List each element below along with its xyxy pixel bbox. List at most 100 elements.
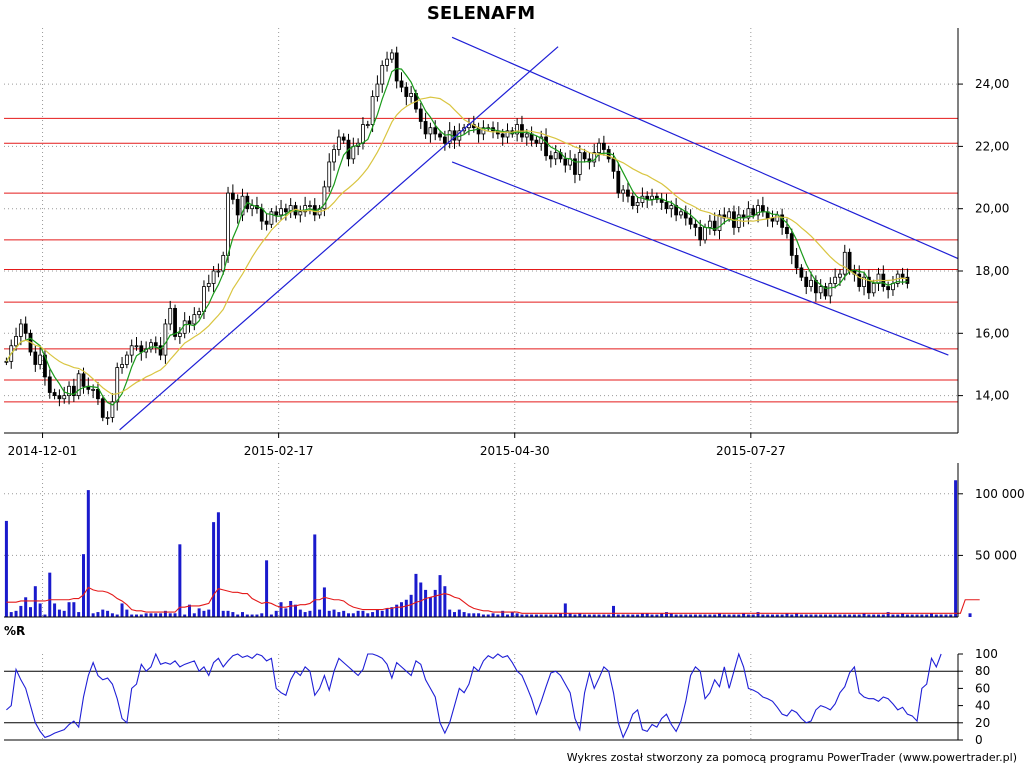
volume-bar <box>308 610 312 617</box>
candle-body <box>630 195 635 206</box>
candle-body <box>905 276 910 284</box>
candle-body <box>192 314 197 325</box>
candle-body <box>900 273 905 278</box>
candle-body <box>259 208 264 222</box>
volume-bar <box>877 614 880 617</box>
volume-bar <box>530 614 534 617</box>
price-candle <box>71 378 76 402</box>
price-y-tick-label: 24,00 <box>975 77 1009 91</box>
price-candle <box>553 145 558 166</box>
volume-bar <box>53 603 57 617</box>
volume-bar <box>130 614 134 617</box>
volume-bar <box>29 607 32 617</box>
volume-bar <box>419 582 423 617</box>
volume-bar <box>554 614 558 617</box>
price-candle <box>630 192 635 210</box>
volume-bar <box>443 586 447 617</box>
volume-bar <box>693 614 697 617</box>
price-candle <box>105 411 110 425</box>
volume-bar <box>438 575 442 617</box>
candle-body <box>226 192 230 256</box>
candle-body <box>438 133 442 138</box>
price-candle <box>197 307 202 319</box>
volume-bar <box>472 613 476 617</box>
volume-bar <box>342 610 346 617</box>
candle-body <box>862 276 866 287</box>
volume-bar <box>298 609 302 617</box>
candle-body <box>505 130 510 138</box>
volume-bar <box>891 614 895 617</box>
candle-body <box>818 286 823 294</box>
candle-body <box>62 395 67 400</box>
candle-body <box>327 161 332 188</box>
volume-bar <box>612 605 615 617</box>
price-y-axis: 14,00 16,00 18,00 20,00 22,00 24,00 <box>958 77 1009 403</box>
volume-bar <box>48 572 52 617</box>
volume-bar <box>33 586 37 617</box>
price-candle <box>876 267 881 291</box>
volume-bar <box>563 603 567 617</box>
price-candle <box>823 282 828 300</box>
volume-bar <box>934 614 938 617</box>
price-candle <box>33 345 38 372</box>
candle-body <box>838 273 842 278</box>
volume-bar <box>19 605 23 617</box>
candle-body <box>640 195 645 203</box>
date-x-tick-label: 2015-02-17 <box>244 444 314 458</box>
candle-body <box>698 226 703 241</box>
volume-bar <box>197 608 201 617</box>
price-candle <box>688 209 693 230</box>
price-y-tick-label: 22,00 <box>975 139 1009 153</box>
price-candle <box>389 49 394 63</box>
candle-body <box>645 195 650 200</box>
candle-body <box>409 93 414 97</box>
volume-bar <box>737 614 741 617</box>
candle-body <box>105 417 110 419</box>
price-candle <box>707 214 712 235</box>
price-candle <box>240 188 245 222</box>
volume-bar <box>43 614 47 617</box>
price-candle <box>433 120 438 141</box>
volume-bar <box>713 614 717 617</box>
volume-bar <box>337 612 341 617</box>
volume-bar <box>120 603 124 617</box>
price-candle <box>582 148 587 163</box>
trendline <box>119 46 559 431</box>
volume-bar <box>154 613 158 617</box>
volume-bar <box>269 614 273 617</box>
price-candle <box>230 184 235 205</box>
volume-bar <box>515 613 519 617</box>
volume-bar <box>260 613 264 617</box>
volume-bar <box>96 612 100 617</box>
candle-body <box>341 136 346 141</box>
price-candle <box>418 102 423 129</box>
volume-bar <box>539 614 543 617</box>
volume-bar <box>250 614 254 617</box>
volume-average-line <box>6 586 980 614</box>
candle-body <box>679 211 683 216</box>
candle-body <box>303 205 308 213</box>
price-candle <box>23 316 28 340</box>
candle-body <box>216 270 221 273</box>
candle-body <box>809 279 813 287</box>
candle-body <box>582 152 587 160</box>
volume-bar <box>544 614 548 617</box>
panel-frames <box>4 28 959 741</box>
candle-body <box>163 323 168 356</box>
volume-bar <box>274 610 278 617</box>
candle-body <box>139 345 144 353</box>
volume-bar <box>400 602 403 617</box>
price-y-tick-label: 16,00 <box>975 326 1009 340</box>
volume-bar <box>848 614 852 617</box>
candle-body <box>389 52 394 60</box>
volume-bar <box>236 614 240 617</box>
trendlines <box>119 36 959 431</box>
candle-body <box>703 226 707 241</box>
price-candle <box>866 269 871 300</box>
volume-bar <box>366 613 370 617</box>
candle-body <box>654 195 659 200</box>
volume-bar <box>930 613 933 617</box>
volume-bar <box>896 614 900 617</box>
